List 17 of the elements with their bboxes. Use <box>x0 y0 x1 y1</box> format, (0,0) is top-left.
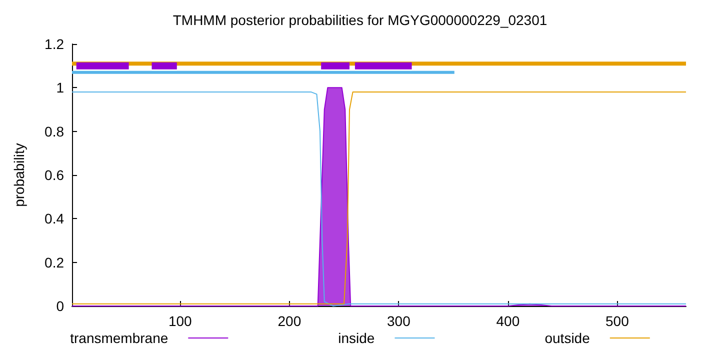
y-tick-label: 1 <box>56 80 64 96</box>
x-tick-label: 200 <box>278 313 302 329</box>
y-tick-label: 0.6 <box>44 167 64 183</box>
chart-title: TMHMM posterior probabilities for MGYG000000229_02301 <box>172 12 548 28</box>
y-tick-label: 0 <box>56 298 64 314</box>
x-tick-label: 500 <box>605 313 630 329</box>
legend-label: inside <box>338 330 375 346</box>
legend-label: transmembrane <box>70 330 168 346</box>
y-tick-label: 0.2 <box>44 254 64 270</box>
x-tick-label: 300 <box>386 313 411 329</box>
y-tick-label: 0.8 <box>44 123 64 140</box>
y-tick-label: 0.4 <box>44 210 64 227</box>
x-tick-label: 400 <box>496 313 520 329</box>
y-axis-title: probability <box>11 143 27 207</box>
y-tick-label: 1.2 <box>44 36 64 52</box>
legend-label: outside <box>544 330 590 346</box>
x-tick-label: 100 <box>168 313 192 329</box>
